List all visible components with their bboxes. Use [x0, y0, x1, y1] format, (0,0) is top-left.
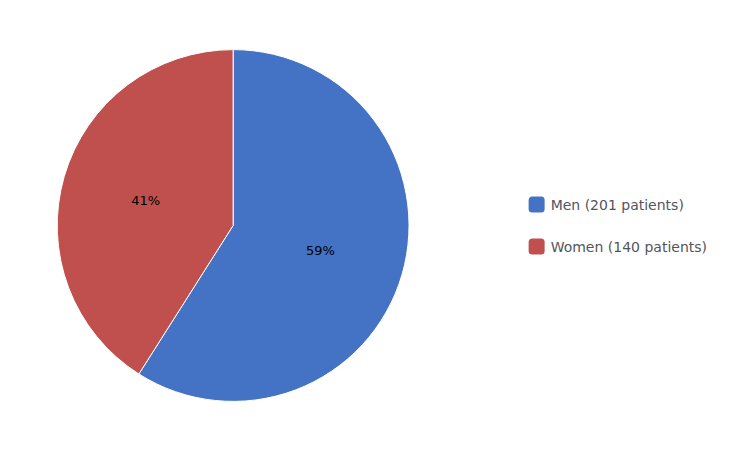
svg-text:59%: 59% — [306, 243, 335, 258]
svg-text:41%: 41% — [131, 193, 160, 208]
svg-text:Women (140 patients): Women (140 patients) — [551, 239, 707, 255]
svg-text:Men (201 patients): Men (201 patients) — [551, 197, 684, 213]
